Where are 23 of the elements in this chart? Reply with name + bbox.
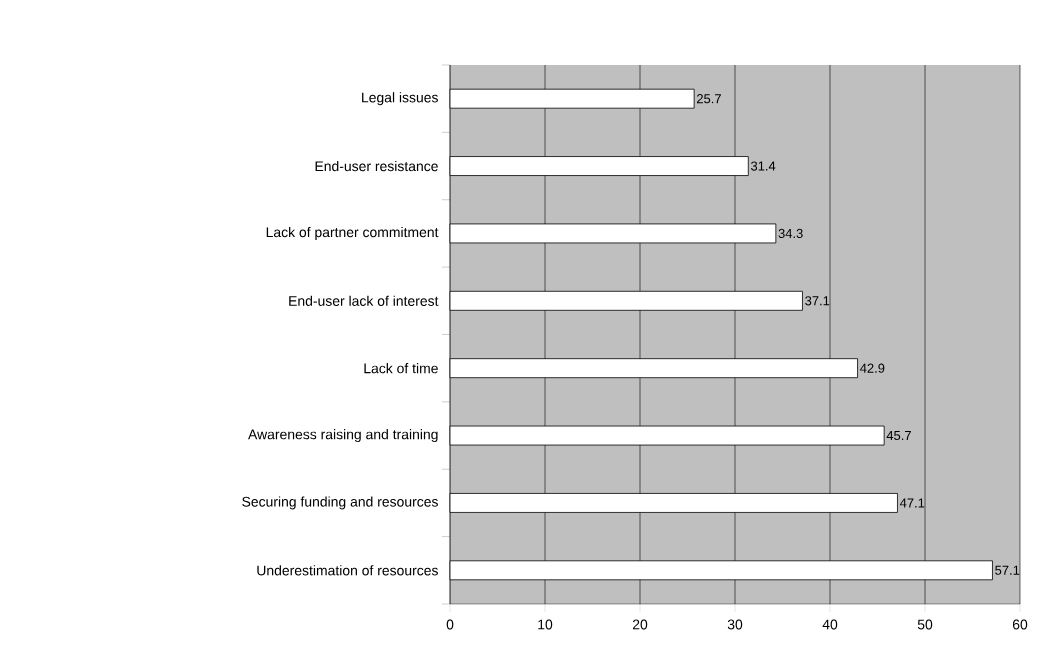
x-tick-label: 60 [1012, 619, 1028, 630]
x-tick-label: 0 [446, 619, 454, 630]
data-label: 34.3 [778, 228, 803, 239]
y-tick-label: End-user lack of interest [289, 295, 439, 306]
y-tick-label: Awareness raising and training [248, 429, 438, 443]
data-label: 37.1 [805, 296, 830, 306]
data-label: 47.1 [899, 498, 925, 508]
x-tick-label: 10 [538, 619, 553, 630]
y-tick-label: End-user resistance [315, 160, 438, 172]
x-tick-label: 50 [917, 619, 933, 630]
y-tick-label: Legal issues [362, 92, 438, 106]
y-tick-label: Lack of partner commitment [266, 226, 439, 240]
y-tick-label: Lack of time [364, 363, 438, 374]
data-label: 42.9 [860, 363, 885, 373]
data-label: 25.7 [697, 94, 721, 104]
data-label: 45.7 [886, 431, 911, 441]
y-tick-label: Underestimation of resources [257, 565, 438, 576]
data-label: 31.4 [751, 161, 776, 171]
data-label: 57.1 [995, 565, 1020, 575]
x-tick-label: 40 [822, 619, 838, 630]
y-tick-label: Securing funding and resources [242, 496, 438, 510]
x-tick-label: 30 [727, 619, 743, 630]
x-tick-label: 20 [632, 619, 648, 630]
